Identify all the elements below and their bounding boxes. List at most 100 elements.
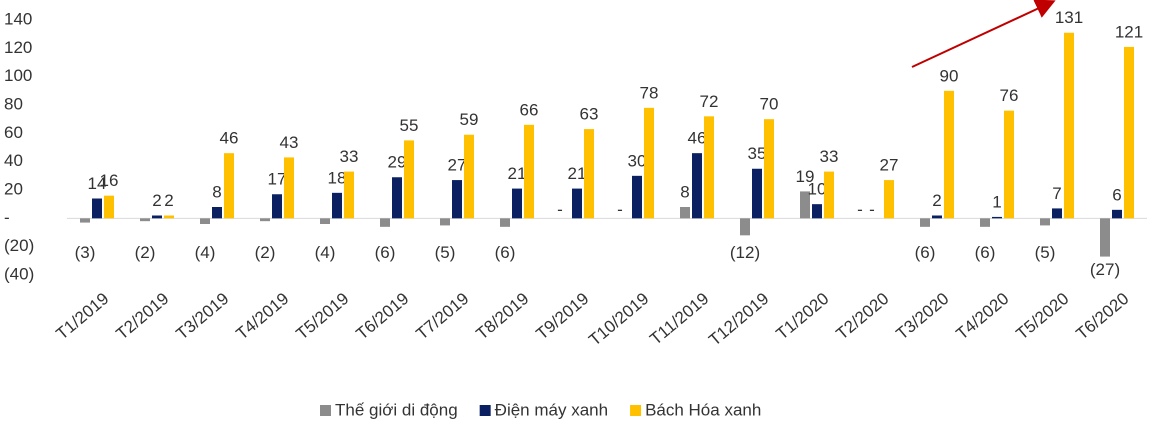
data-label: 33 — [340, 147, 359, 166]
data-label: 63 — [580, 105, 599, 124]
x-tick-label: T6/2019 — [352, 289, 412, 344]
data-label: (6) — [495, 243, 516, 262]
data-label: (2) — [255, 243, 276, 262]
bar — [800, 191, 810, 219]
x-tick-label: T8/2019 — [472, 289, 532, 344]
legend-label: Điện máy xanh — [495, 400, 608, 419]
x-tick-label: T1/2019 — [52, 289, 112, 344]
bar — [824, 171, 834, 219]
data-label: (4) — [315, 243, 336, 262]
y-tick-label: 60 — [4, 123, 23, 142]
data-label: 35 — [748, 144, 767, 163]
bar — [224, 153, 234, 219]
data-label: 8 — [212, 182, 221, 201]
legend-swatch — [320, 405, 331, 416]
x-tick-label: T6/2020 — [1072, 289, 1132, 344]
bar — [632, 175, 642, 219]
bar — [1004, 110, 1014, 219]
data-label: 27 — [448, 156, 467, 175]
bar — [764, 119, 774, 219]
data-label: 121 — [1115, 22, 1143, 41]
data-label: - — [557, 200, 563, 219]
data-label: (5) — [435, 243, 456, 262]
bar — [1040, 218, 1050, 226]
x-tick-label: T7/2019 — [412, 289, 472, 344]
bar — [740, 218, 750, 236]
bar — [332, 192, 342, 219]
data-label: (2) — [135, 243, 156, 262]
bar — [452, 180, 462, 219]
x-tick-label: T12/2019 — [705, 289, 772, 350]
bar — [884, 180, 894, 219]
data-label: 1 — [992, 192, 1001, 211]
x-tick-label: T2/2020 — [832, 289, 892, 344]
data-label: 76 — [1000, 86, 1019, 105]
x-tick-label: T3/2020 — [892, 289, 952, 344]
data-label: - — [869, 200, 875, 219]
x-tick-label: T9/2019 — [532, 289, 592, 344]
bar — [344, 171, 354, 219]
data-label: 21 — [508, 164, 527, 183]
data-label: - — [617, 200, 623, 219]
data-label: (4) — [195, 243, 216, 262]
bar — [392, 177, 402, 219]
bar — [812, 204, 822, 219]
bar — [572, 188, 582, 219]
x-tick-label: T2/2019 — [112, 289, 172, 344]
y-tick-label: (40) — [4, 264, 34, 283]
data-label: (3) — [75, 243, 96, 262]
data-label: 27 — [880, 156, 899, 175]
data-label: 8 — [680, 182, 689, 201]
data-label: 18 — [328, 168, 347, 187]
x-tick-label: T11/2019 — [646, 289, 712, 349]
bar — [512, 188, 522, 219]
data-label: 46 — [220, 129, 239, 148]
bar — [584, 129, 594, 219]
data-label: 90 — [940, 66, 959, 85]
bar — [104, 195, 114, 219]
data-label: 17 — [268, 170, 287, 189]
legend-label: Bách Hóa xanh — [645, 400, 761, 419]
arrow — [911, 0, 1056, 68]
y-tick-label: 20 — [4, 179, 23, 198]
data-label: (6) — [975, 243, 996, 262]
bar — [644, 107, 654, 219]
bar — [80, 218, 90, 223]
data-label: (5) — [1035, 243, 1056, 262]
legend-label: Thế giới di động — [335, 400, 458, 419]
bar — [152, 215, 162, 219]
data-label: 59 — [460, 110, 479, 129]
bar — [980, 218, 990, 227]
data-label: (6) — [375, 243, 396, 262]
data-label: 16 — [100, 171, 119, 190]
x-tick-label: T4/2019 — [232, 289, 292, 344]
data-label: - — [857, 200, 863, 219]
y-tick-label: 80 — [4, 94, 23, 113]
data-label: 19 — [796, 167, 815, 186]
data-label: 30 — [628, 151, 647, 170]
y-tick-label: 140 — [4, 9, 32, 28]
x-tick-label: T10/2019 — [585, 289, 652, 350]
data-label: 46 — [688, 129, 707, 148]
data-label: (27) — [1090, 260, 1120, 279]
y-tick-label: 40 — [4, 151, 23, 170]
bar — [440, 218, 450, 226]
x-tick-label: T4/2020 — [952, 289, 1012, 344]
data-label: 33 — [820, 147, 839, 166]
data-label: 55 — [400, 116, 419, 135]
legend-swatch — [630, 405, 642, 416]
bar — [992, 216, 1002, 219]
data-label: 10 — [808, 180, 827, 199]
data-label: 43 — [280, 133, 299, 152]
bar — [524, 124, 534, 219]
data-label: 70 — [760, 95, 779, 114]
data-label: 72 — [700, 92, 719, 111]
bar — [944, 90, 954, 219]
bar — [260, 218, 270, 222]
data-label: 131 — [1055, 8, 1083, 27]
bar — [692, 153, 702, 219]
data-label: 78 — [640, 83, 659, 102]
x-tick-label: T1/2020 — [772, 289, 832, 344]
bar — [1100, 218, 1110, 257]
x-tick-label: T3/2019 — [172, 289, 232, 344]
